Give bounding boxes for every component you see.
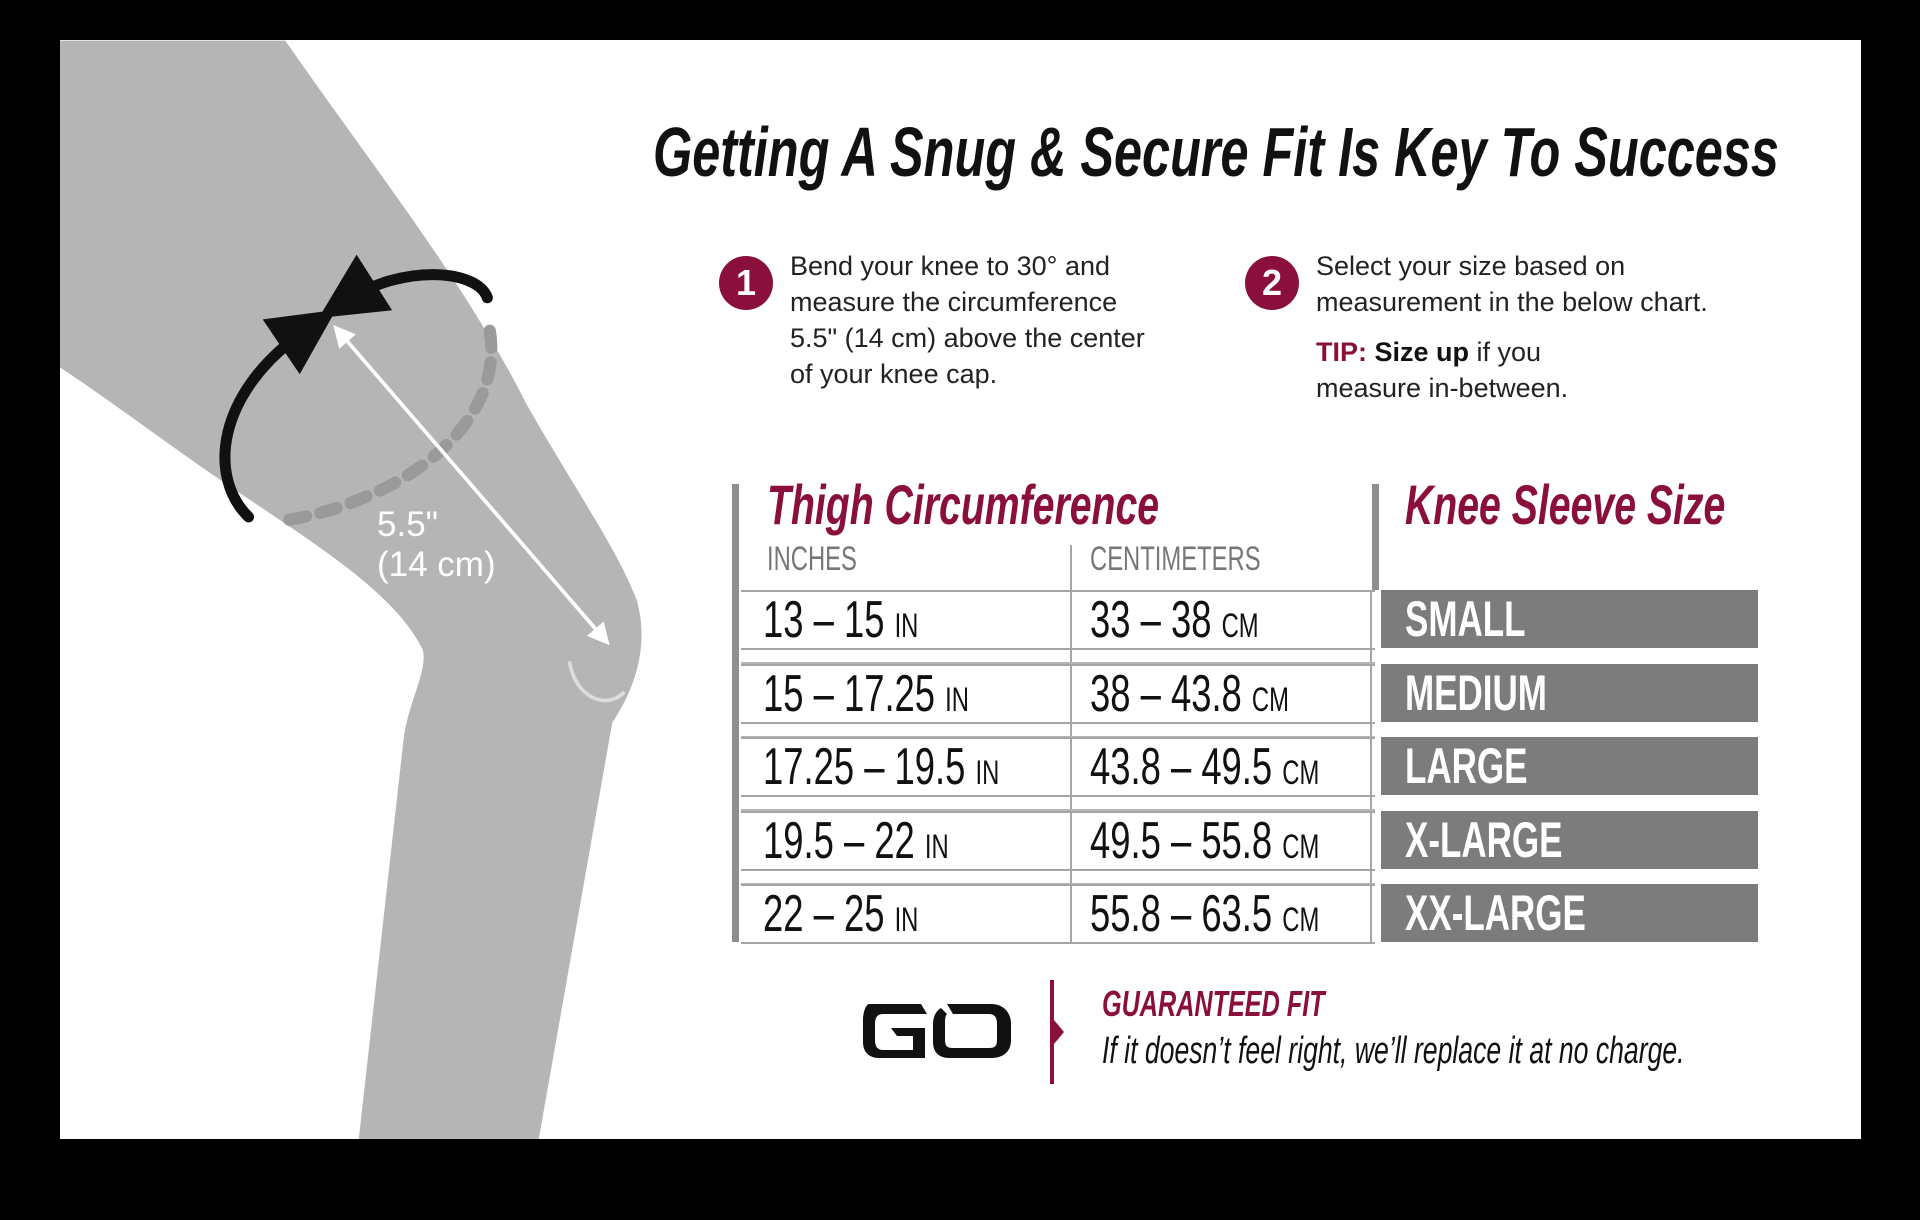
tip-rest: if you bbox=[1469, 337, 1542, 367]
inches-value: 15 – 17.25 IN bbox=[763, 664, 969, 723]
col-centimeters: CENTIMETERS bbox=[1090, 540, 1261, 578]
table-divider bbox=[1372, 484, 1379, 590]
step-2-line: Select your size based on bbox=[1316, 251, 1626, 281]
table-row: 13 – 15 IN 33 – 38 CM bbox=[741, 590, 1375, 650]
guarantee-title: GUARANTEED FIT bbox=[1102, 983, 1325, 1024]
size-cell: LARGE bbox=[1381, 737, 1758, 795]
step-1-badge: 1 bbox=[719, 256, 773, 310]
cm-value: 55.8 – 63.5 CM bbox=[1090, 885, 1320, 943]
row-gap bbox=[741, 871, 1375, 885]
measurement-label: 5.5" (14 cm) bbox=[377, 505, 496, 585]
cm-value: 49.5 – 55.8 CM bbox=[1090, 811, 1320, 870]
step-2-badge: 2 bbox=[1245, 256, 1299, 310]
table-divider-lower bbox=[1370, 590, 1372, 942]
table-row: 15 – 17.25 IN 38 – 43.8 CM bbox=[741, 663, 1375, 724]
inches-value: 19.5 – 22 IN bbox=[763, 811, 949, 870]
measure-arrow-top bbox=[318, 254, 493, 318]
inches-value: 22 – 25 IN bbox=[763, 885, 919, 943]
step-1-line: Bend your knee to 30° and bbox=[790, 251, 1111, 281]
step-2-line: measurement in the below chart. bbox=[1316, 287, 1708, 317]
footer-divider bbox=[1050, 980, 1054, 1084]
header-knee-sleeve-size: Knee Sleeve Size bbox=[1405, 473, 1726, 536]
step-1-line: measure the circumference bbox=[790, 287, 1118, 317]
tip-line2: measure in-between. bbox=[1316, 373, 1569, 403]
column-divider bbox=[1070, 545, 1072, 942]
leg-silhouette bbox=[60, 40, 642, 1139]
distance-arrow bbox=[333, 324, 610, 646]
tip: TIP: Size up if you bbox=[1316, 334, 1708, 370]
size-cell: SMALL bbox=[1381, 590, 1758, 648]
guarantee-text: If it doesn’t feel right, we’ll replace … bbox=[1102, 1030, 1685, 1072]
size-cell: MEDIUM bbox=[1381, 663, 1758, 722]
tip-label: TIP: bbox=[1316, 337, 1367, 367]
table-row: 22 – 25 IN 55.8 – 63.5 CM bbox=[741, 884, 1375, 944]
row-gap bbox=[741, 724, 1375, 738]
cm-value: 33 – 38 CM bbox=[1090, 591, 1259, 649]
measure-cm: (14 cm) bbox=[377, 545, 496, 584]
inches-value: 13 – 15 IN bbox=[763, 591, 919, 649]
header-thigh-circumference: Thigh Circumference bbox=[767, 473, 1160, 536]
step-1-text: Bend your knee to 30° and measure the ci… bbox=[790, 248, 1145, 392]
table-row: 19.5 – 22 IN 49.5 – 55.8 CM bbox=[741, 810, 1375, 871]
measure-inches: 5.5" bbox=[377, 505, 439, 544]
col-inches: INCHES bbox=[767, 540, 857, 578]
measure-arrow-left bbox=[219, 309, 336, 523]
inches-value: 17.25 – 19.5 IN bbox=[763, 738, 1000, 796]
step-2-text: Select your size based on measurement in… bbox=[1316, 248, 1708, 406]
cm-value: 38 – 43.8 CM bbox=[1090, 664, 1289, 723]
row-gap bbox=[741, 797, 1375, 811]
kneecap-line bbox=[567, 661, 626, 703]
row-gap bbox=[741, 650, 1375, 664]
size-cell: X-LARGE bbox=[1381, 810, 1758, 869]
divider-pointer-icon bbox=[1054, 1020, 1064, 1044]
tip-bold: Size up bbox=[1374, 337, 1470, 367]
size-cell: XX-LARGE bbox=[1381, 884, 1758, 942]
page-title: Getting A Snug & Secure Fit Is Key To Su… bbox=[653, 113, 1779, 191]
step-1-line: 5.5" (14 cm) above the center bbox=[790, 323, 1145, 353]
table-row: 17.25 – 19.5 IN 43.8 – 49.5 CM bbox=[741, 737, 1375, 797]
step-1-line: of your knee cap. bbox=[790, 359, 998, 389]
go-logo bbox=[863, 1004, 1011, 1058]
table-left-border bbox=[732, 484, 739, 942]
cm-value: 43.8 – 49.5 CM bbox=[1090, 738, 1320, 796]
